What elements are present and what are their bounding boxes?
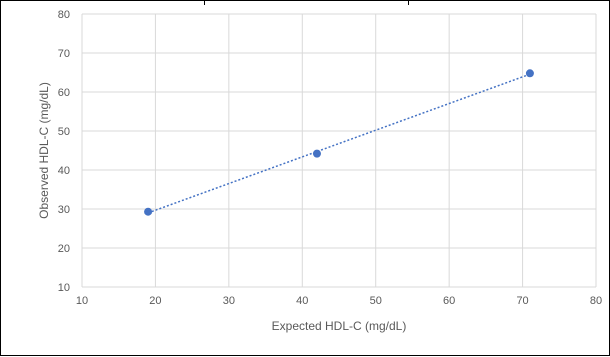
grid-lines bbox=[81, 13, 597, 288]
x-tick-labels: 10 20 30 40 50 60 70 80 bbox=[76, 295, 602, 307]
x-tick-label: 60 bbox=[443, 295, 455, 307]
x-tick-label: 70 bbox=[516, 295, 528, 307]
data-point bbox=[525, 69, 534, 78]
top-border-line bbox=[0, 0, 610, 1]
y-tick-label: 50 bbox=[58, 126, 70, 138]
x-tick-label: 10 bbox=[76, 295, 88, 307]
data-points bbox=[144, 69, 534, 216]
x-tick-label: 30 bbox=[223, 295, 235, 307]
y-tick-label: 30 bbox=[58, 204, 70, 216]
y-tick-label: 40 bbox=[58, 165, 70, 177]
y-axis-label: Observed HDL-C (mg/dL) bbox=[37, 82, 51, 219]
y-tick-label: 80 bbox=[58, 9, 70, 21]
y-tick-label: 60 bbox=[58, 87, 70, 99]
trendline bbox=[147, 73, 531, 214]
trendline-group bbox=[147, 73, 531, 214]
x-tick-label: 40 bbox=[296, 295, 308, 307]
y-tick-label: 10 bbox=[58, 282, 70, 294]
data-point bbox=[144, 207, 153, 216]
y-tick-labels: 10 20 30 40 50 60 70 80 bbox=[58, 9, 70, 294]
y-tick-label: 70 bbox=[58, 48, 70, 60]
table-divider-left bbox=[204, 0, 205, 5]
x-tick-label: 20 bbox=[149, 295, 161, 307]
x-tick-label: 50 bbox=[370, 295, 382, 307]
y-tick-label: 20 bbox=[58, 243, 70, 255]
x-axis-label: Expected HDL-C (mg/dL) bbox=[272, 319, 407, 333]
x-tick-label: 80 bbox=[590, 295, 602, 307]
table-divider-right bbox=[408, 0, 409, 5]
data-point bbox=[312, 149, 321, 158]
